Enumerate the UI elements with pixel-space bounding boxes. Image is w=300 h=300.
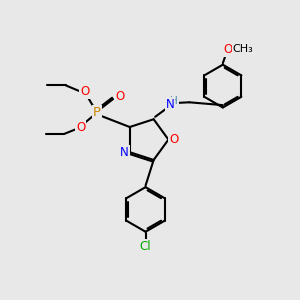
Text: N: N: [166, 98, 174, 111]
Text: O: O: [80, 85, 89, 98]
Text: N: N: [120, 146, 129, 159]
Text: P: P: [93, 106, 101, 119]
Text: O: O: [76, 121, 85, 134]
Text: CH₃: CH₃: [233, 44, 254, 54]
Text: O: O: [169, 133, 178, 146]
Text: Cl: Cl: [140, 239, 152, 253]
Text: H: H: [170, 96, 178, 106]
Text: O: O: [115, 90, 124, 103]
Text: O: O: [224, 43, 233, 56]
